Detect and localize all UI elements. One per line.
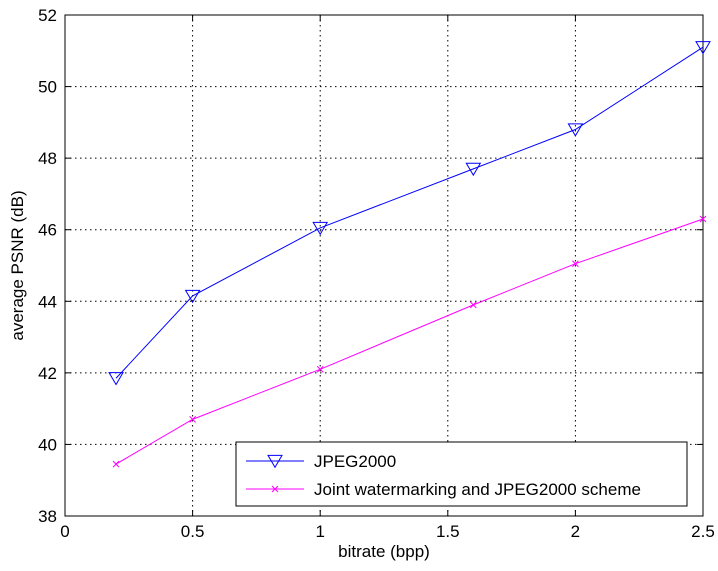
series-layer	[108, 41, 711, 468]
y-axis-label: average PSNR (dB)	[8, 190, 27, 340]
y-tick-labels: 38 40 42 44 46 48 50 52	[38, 6, 57, 526]
series-0	[108, 41, 711, 386]
series-1	[112, 215, 707, 468]
legend-label-joint-scheme: Joint watermarking and JPEG2000 scheme	[314, 480, 641, 499]
legend-entry-jpeg2000: JPEG2000	[246, 452, 396, 471]
legend-box	[235, 441, 688, 507]
x-tick-label: 0	[60, 522, 69, 541]
data-point-marker	[695, 41, 711, 55]
data-point-marker	[108, 372, 124, 386]
data-point-marker	[184, 289, 201, 304]
data-point-marker	[567, 123, 584, 137]
data-point-marker	[465, 162, 482, 177]
y-tick-label: 44	[38, 292, 57, 311]
legend-entry-joint-scheme: Joint watermarking and JPEG2000 scheme	[246, 480, 641, 499]
legend-marker-shape	[271, 485, 279, 493]
data-point-marker	[312, 221, 329, 236]
grid-lines	[65, 15, 703, 516]
data-point-marker	[316, 365, 324, 373]
legend-marker-shape	[267, 454, 283, 469]
y-tick-label: 40	[38, 435, 57, 454]
series-line	[115, 218, 704, 465]
x-tick-labels: 0 0.5 1 1.5 2 2.5	[60, 522, 715, 541]
data-point-marker	[572, 260, 579, 268]
data-point-marker	[469, 301, 477, 309]
legend-marker-joint-scheme	[271, 485, 279, 493]
y-tick-label: 48	[38, 149, 57, 168]
series-line	[115, 46, 704, 379]
y-tick-label: 38	[38, 507, 57, 526]
x-tick-label: 2.5	[691, 522, 715, 541]
axis-ticks	[64, 14, 704, 517]
y-tick-label: 50	[38, 78, 57, 97]
y-tick-label: 46	[38, 221, 57, 240]
x-tick-label: 2	[571, 522, 580, 541]
x-tick-label: 1	[315, 522, 324, 541]
y-tick-label: 52	[38, 6, 57, 25]
data-point-marker	[189, 416, 196, 423]
x-tick-label: 1.5	[436, 522, 460, 541]
y-tick-label: 42	[38, 364, 57, 383]
legend-label-jpeg2000: JPEG2000	[314, 452, 396, 471]
plot-area-frame	[64, 14, 704, 517]
x-axis-label: bitrate (bpp)	[338, 542, 430, 561]
legend-marker-jpeg2000	[267, 454, 283, 469]
data-point-marker	[112, 460, 120, 468]
x-tick-label: 0.5	[181, 522, 205, 541]
data-point-marker	[699, 215, 707, 223]
legend: JPEG2000 Joint watermarking and JPEG2000…	[235, 441, 688, 507]
